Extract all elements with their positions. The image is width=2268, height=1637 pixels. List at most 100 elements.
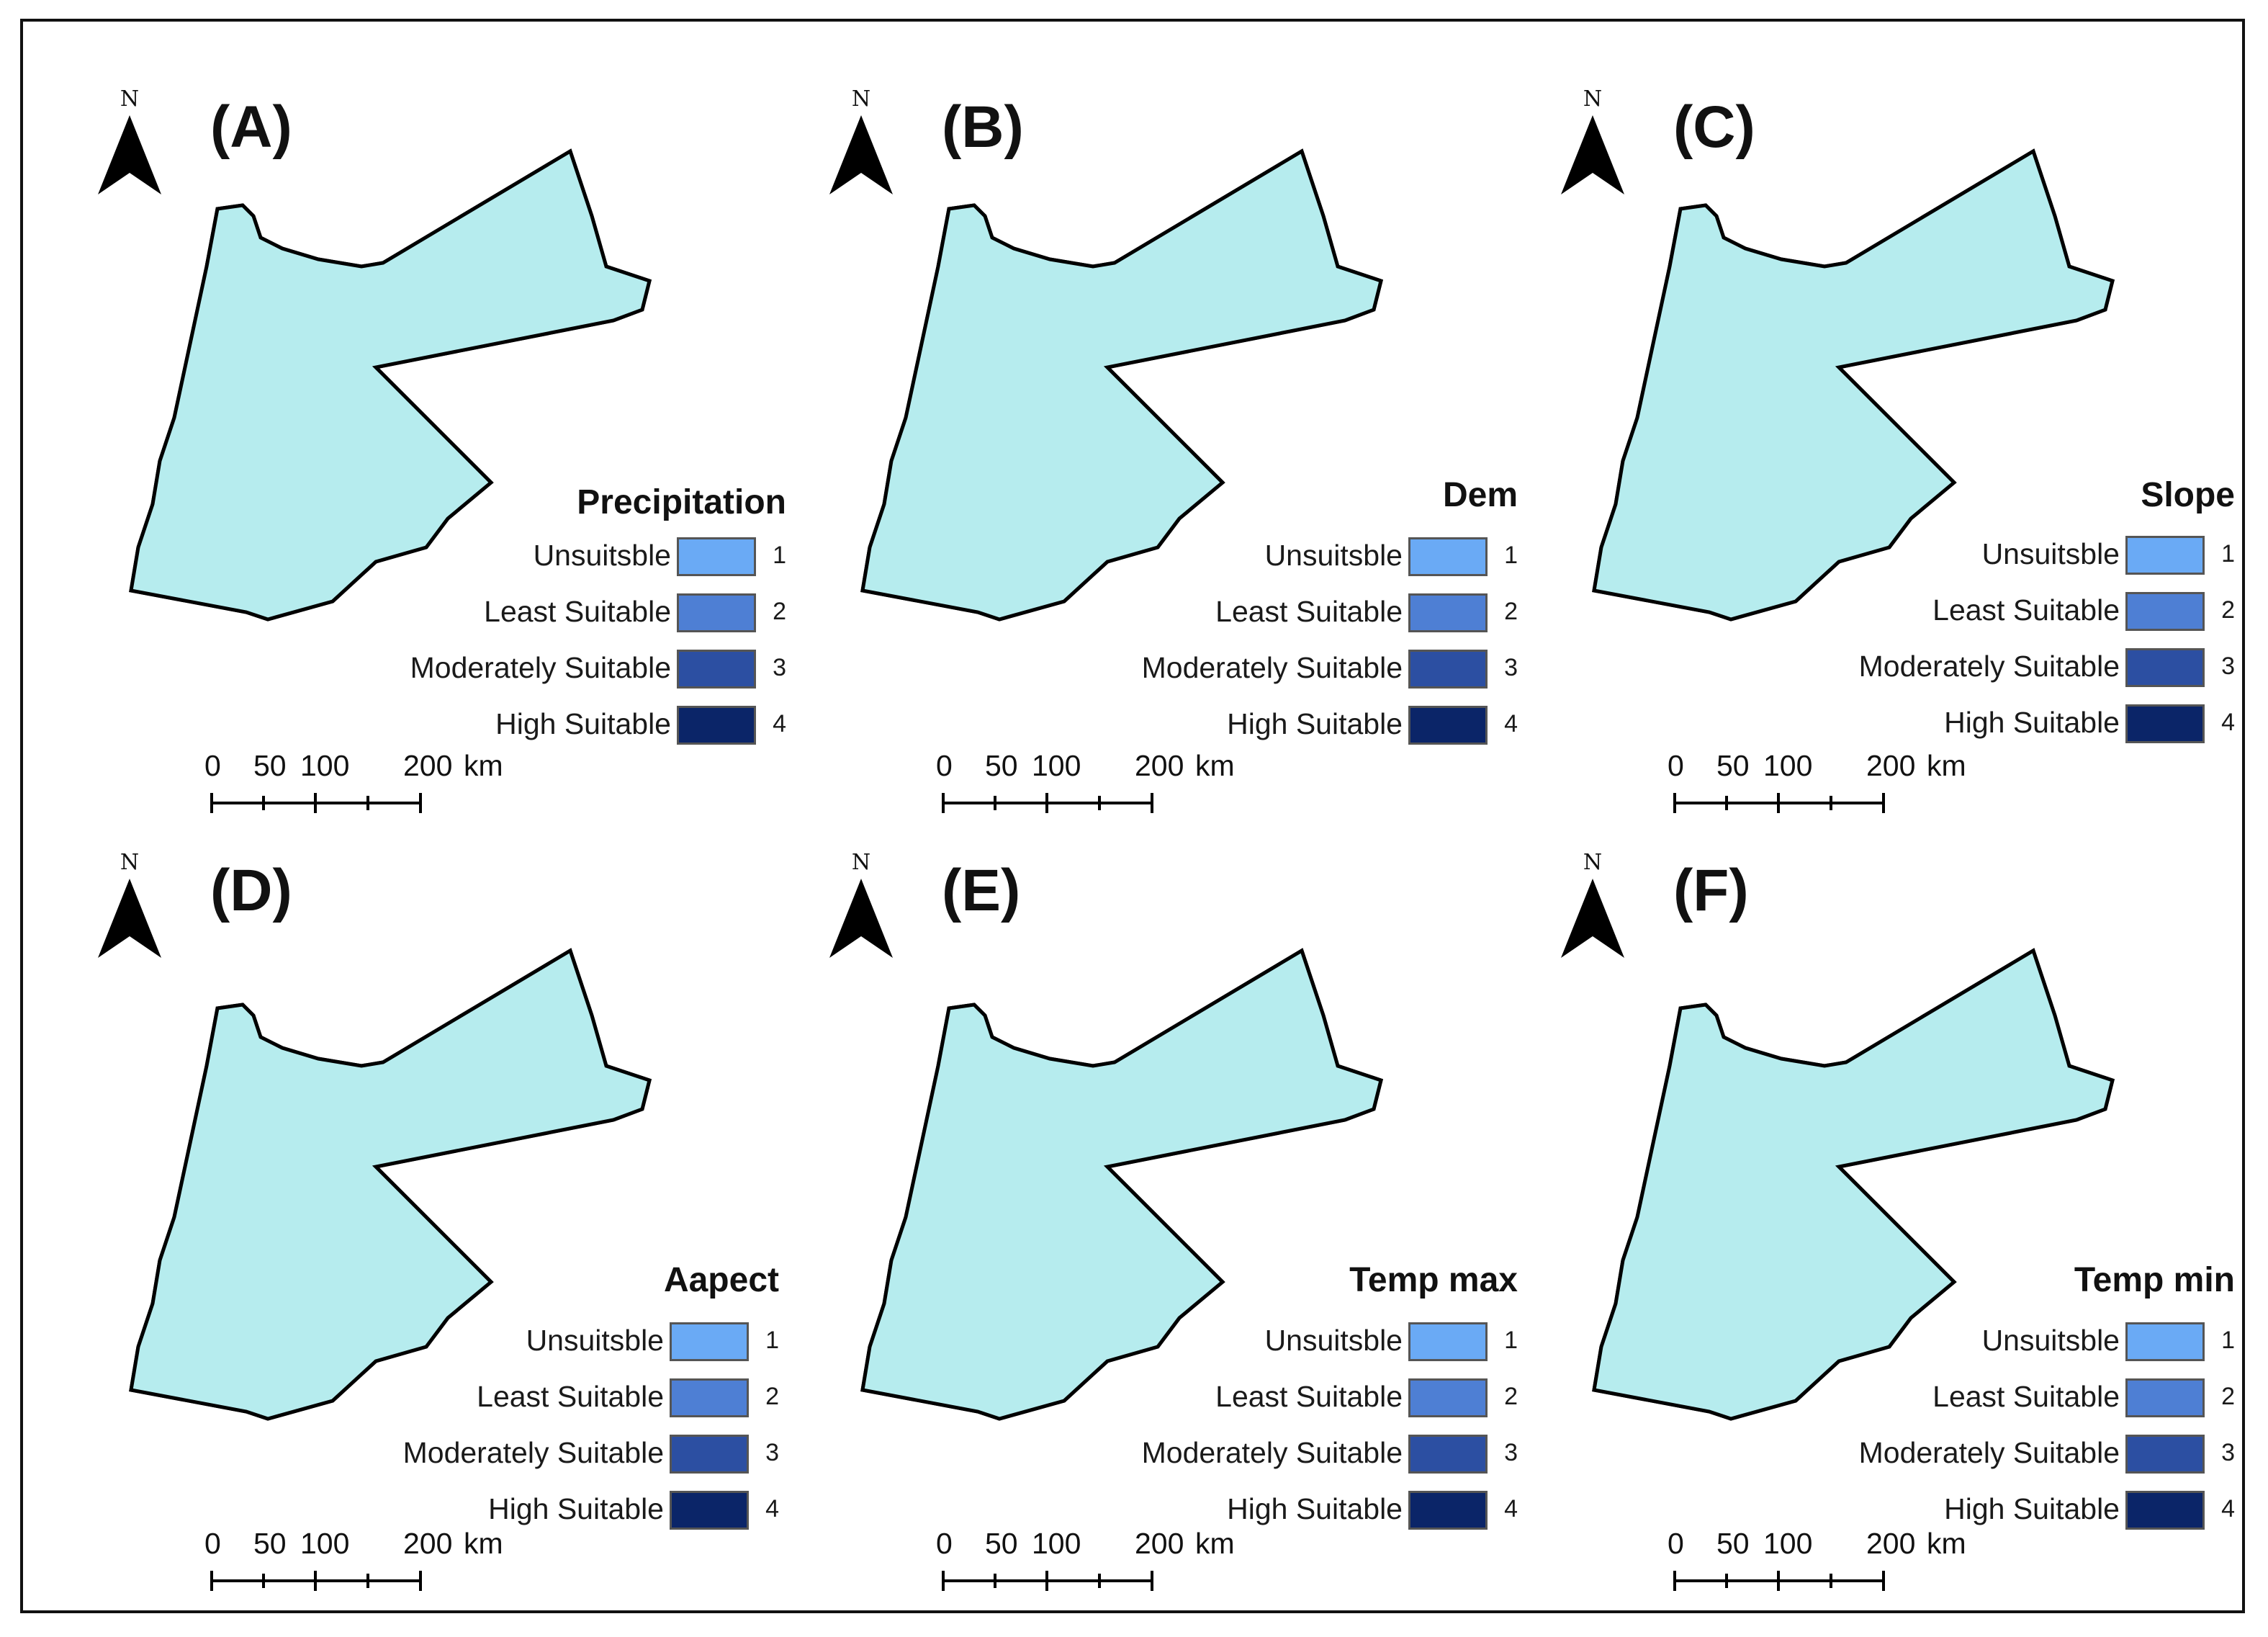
legend-swatch [1408, 1378, 1488, 1417]
north-arrow-icon [829, 115, 893, 194]
scale-label-100: 100 [300, 749, 350, 782]
legend-row-3: Moderately Suitable 3 [340, 645, 786, 696]
panel-a: (A) N Precipitation Unsuitsble 1 Least Su… [45, 43, 786, 813]
scale-label-100: 100 [1763, 1527, 1813, 1560]
panel-b: (B) N Dem Unsuitsble 1 Least Suitable 2 Mo… [776, 43, 1518, 813]
panel-label: (B) [942, 94, 1024, 160]
legend-swatch [670, 1322, 749, 1361]
legend-label: Least Suitable [1932, 1380, 2120, 1413]
legend-swatch [2125, 592, 2205, 631]
legend-value: 2 [765, 1383, 779, 1410]
legend-value: 4 [1504, 1495, 1518, 1522]
legend-row-4: High Suitable 4 [1071, 1486, 1518, 1537]
scale-label-50: 50 [1716, 749, 1750, 782]
legend-swatch [2125, 1378, 2205, 1417]
legend-label: High Suitable [1944, 706, 2120, 739]
panel-label: (F) [1673, 858, 1749, 923]
legend-row-2: Least Suitable 2 [1788, 588, 2235, 638]
legend: Dem Unsuitsble 1 Least Suitable 2 Moderate… [1071, 475, 1518, 745]
panel-label: (C) [1673, 94, 1755, 160]
scale-label-0: 0 [204, 1527, 221, 1560]
north-letter: N [1583, 850, 1603, 875]
legend-value: 4 [1504, 710, 1518, 737]
legend-swatch [1408, 650, 1488, 689]
legend-value: 1 [2221, 540, 2235, 568]
legend-row-3: Moderately Suitable 3 [1788, 644, 2235, 694]
north-arrow: N [95, 86, 164, 216]
panel-e: (E) N Temp max Unsuitsble 1 Least Suitabl… [776, 843, 1518, 1592]
legend-label: Unsuitsble [533, 539, 671, 572]
scale-label-200: 200 [403, 1527, 453, 1560]
legend-row-1: Unsuitsble 1 [333, 1318, 779, 1368]
north-arrow: N [827, 850, 896, 979]
legend-row-3: Moderately Suitable 3 [333, 1430, 779, 1481]
north-arrow-icon [98, 879, 161, 958]
legend-label: Unsuitsble [1264, 539, 1403, 572]
legend-title: Dem [1442, 476, 1518, 514]
legend-row-3: Moderately Suitable 3 [1788, 1430, 2235, 1481]
legend-swatch [2125, 1491, 2205, 1530]
legend-row-1: Unsuitsble 1 [1788, 1318, 2235, 1368]
legend-label: High Suitable [1227, 1492, 1403, 1525]
north-arrow: N [95, 850, 164, 979]
legend-title: Precipitation [577, 483, 786, 521]
legend-value: 2 [1504, 1383, 1518, 1410]
legend-value: 2 [2221, 1383, 2235, 1410]
legend-swatch [677, 537, 756, 576]
legend-row-4: High Suitable 4 [1071, 701, 1518, 752]
map-dem [776, 43, 1496, 792]
legend-value: 3 [2221, 1439, 2235, 1466]
legend-title: Temp min [2074, 1261, 2235, 1299]
legend-label: High Suitable [495, 707, 671, 740]
panel-f: (F) N Temp min Unsuitsble 1 Least Suitabl… [1508, 843, 2235, 1592]
scale-unit: km [464, 1527, 503, 1560]
scale-label-200: 200 [403, 749, 453, 782]
legend-row-1: Unsuitsble 1 [1788, 532, 2235, 582]
legend-label: Moderately Suitable [402, 1436, 664, 1469]
north-arrow: N [1558, 86, 1627, 216]
legend-row-1: Unsuitsble 1 [1071, 533, 1518, 583]
legend-swatch [1408, 537, 1488, 576]
north-arrow-icon [829, 879, 893, 958]
legend-row-1: Unsuitsble 1 [1071, 1318, 1518, 1368]
legend-swatch [677, 593, 756, 632]
legend-value: 2 [773, 598, 786, 625]
legend-title: Slope [2141, 476, 2235, 514]
panel-label: (D) [210, 858, 292, 923]
legend-row-2: Least Suitable 2 [1071, 589, 1518, 640]
scale-label-0: 0 [936, 1527, 953, 1560]
north-arrow: N [1558, 850, 1627, 979]
legend-label: Moderately Suitable [1141, 1436, 1403, 1469]
scale-unit: km [1927, 749, 1966, 782]
scale-bar: 0 50 100 200 km [1668, 1527, 1976, 1606]
scale-label-0: 0 [936, 749, 953, 782]
legend: Temp max Unsuitsble 1 Least Suitable 2 Mod… [1071, 1260, 1518, 1530]
legend-swatch [2125, 648, 2205, 687]
legend-label: Moderately Suitable [1858, 1436, 2120, 1469]
legend-row-4: High Suitable 4 [340, 701, 786, 752]
scale-label-50: 50 [1716, 1527, 1750, 1560]
scale-line [210, 793, 422, 813]
legend-value: 1 [2221, 1327, 2235, 1354]
legend: Slope Unsuitsble 1 Least Suitable 2 Modera… [1788, 475, 2235, 743]
scale-label-0: 0 [204, 749, 221, 782]
scale-line [1673, 793, 1885, 813]
legend-label: Least Suitable [1932, 593, 2120, 627]
legend-label: Unsuitsble [1264, 1324, 1403, 1357]
legend-value: 4 [765, 1495, 779, 1522]
legend-label: High Suitable [1944, 1492, 2120, 1525]
legend-value: 4 [2221, 1495, 2235, 1522]
scale-label-100: 100 [1032, 749, 1081, 782]
legend-label: High Suitable [488, 1492, 664, 1525]
scale-label-50: 50 [985, 749, 1018, 782]
map-temp-max [776, 843, 1496, 1592]
map-precipitation [129, 148, 652, 622]
legend-value: 2 [2221, 596, 2235, 624]
legend-row-2: Least Suitable 2 [1071, 1374, 1518, 1425]
scale-line [1673, 1571, 1885, 1591]
legend-swatch [670, 1435, 749, 1474]
panel-d: (D) N Aapect Unsuitsble 1 Least Suitable 2… [45, 843, 779, 1592]
scale-unit: km [1195, 1527, 1235, 1560]
north-arrow-icon [1561, 879, 1624, 958]
legend-value: 3 [2221, 652, 2235, 680]
